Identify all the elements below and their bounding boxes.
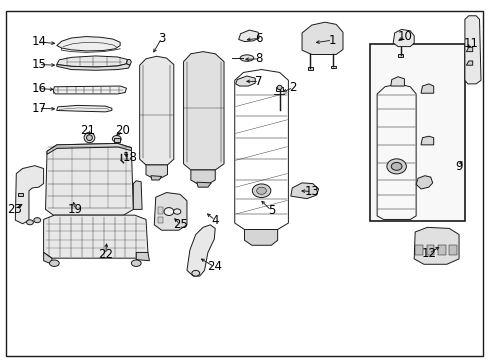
Polygon shape bbox=[146, 165, 167, 178]
Polygon shape bbox=[420, 84, 433, 93]
Text: 24: 24 bbox=[206, 260, 222, 273]
Polygon shape bbox=[413, 227, 458, 264]
Text: 19: 19 bbox=[67, 203, 82, 216]
Text: 14: 14 bbox=[31, 35, 46, 49]
Text: 23: 23 bbox=[7, 203, 22, 216]
Text: 11: 11 bbox=[463, 37, 478, 50]
Polygon shape bbox=[392, 30, 413, 46]
Ellipse shape bbox=[277, 85, 282, 90]
Text: 25: 25 bbox=[172, 218, 187, 231]
Polygon shape bbox=[154, 193, 186, 230]
Bar bbox=[369, 44, 465, 221]
Polygon shape bbox=[302, 22, 342, 54]
Bar bbox=[119, 154, 123, 157]
Ellipse shape bbox=[386, 159, 406, 174]
Polygon shape bbox=[140, 56, 173, 165]
Polygon shape bbox=[57, 64, 130, 70]
Ellipse shape bbox=[112, 135, 121, 142]
Polygon shape bbox=[186, 225, 215, 276]
Polygon shape bbox=[464, 16, 480, 84]
Polygon shape bbox=[45, 143, 133, 215]
Bar bbox=[448, 245, 456, 255]
Bar bbox=[414, 245, 422, 255]
Polygon shape bbox=[390, 77, 404, 86]
Ellipse shape bbox=[390, 162, 401, 170]
Polygon shape bbox=[57, 56, 127, 67]
Polygon shape bbox=[53, 86, 126, 94]
Bar bbox=[426, 245, 433, 255]
Polygon shape bbox=[133, 181, 142, 210]
Text: 15: 15 bbox=[31, 58, 46, 71]
Ellipse shape bbox=[163, 208, 173, 216]
Text: 8: 8 bbox=[255, 52, 262, 65]
Text: 9: 9 bbox=[454, 160, 462, 173]
Ellipse shape bbox=[49, 260, 59, 266]
Ellipse shape bbox=[86, 135, 92, 140]
Ellipse shape bbox=[120, 162, 125, 166]
Bar bbox=[397, 54, 403, 57]
Text: 6: 6 bbox=[255, 32, 263, 45]
Ellipse shape bbox=[240, 55, 253, 61]
Polygon shape bbox=[196, 182, 211, 187]
Polygon shape bbox=[238, 30, 259, 41]
Polygon shape bbox=[47, 143, 131, 154]
Polygon shape bbox=[290, 183, 318, 199]
Polygon shape bbox=[43, 252, 52, 264]
Bar bbox=[158, 217, 162, 223]
Ellipse shape bbox=[256, 187, 266, 194]
Text: 5: 5 bbox=[267, 204, 274, 217]
Text: 21: 21 bbox=[80, 124, 95, 137]
Text: 12: 12 bbox=[421, 247, 435, 260]
Polygon shape bbox=[57, 105, 112, 112]
Polygon shape bbox=[43, 215, 148, 258]
Polygon shape bbox=[415, 176, 432, 189]
Polygon shape bbox=[235, 76, 255, 86]
Polygon shape bbox=[466, 47, 472, 51]
Text: 7: 7 bbox=[255, 75, 263, 88]
Ellipse shape bbox=[34, 218, 41, 223]
Bar bbox=[158, 207, 162, 214]
Polygon shape bbox=[151, 176, 161, 180]
Text: 10: 10 bbox=[397, 30, 412, 43]
Ellipse shape bbox=[26, 220, 33, 225]
Bar bbox=[437, 245, 445, 255]
Text: 13: 13 bbox=[304, 185, 319, 198]
Text: 2: 2 bbox=[289, 81, 296, 94]
Polygon shape bbox=[136, 252, 149, 261]
Polygon shape bbox=[190, 170, 215, 184]
Ellipse shape bbox=[191, 270, 199, 276]
Ellipse shape bbox=[173, 209, 181, 214]
Ellipse shape bbox=[84, 133, 95, 143]
Bar bbox=[114, 138, 120, 142]
Bar bbox=[330, 66, 335, 68]
Text: 17: 17 bbox=[31, 102, 46, 115]
Bar bbox=[276, 87, 283, 91]
Polygon shape bbox=[183, 51, 224, 170]
Polygon shape bbox=[420, 136, 433, 145]
Text: 4: 4 bbox=[211, 214, 219, 227]
Text: 3: 3 bbox=[158, 32, 165, 45]
Bar bbox=[18, 193, 22, 196]
Polygon shape bbox=[126, 59, 131, 65]
Ellipse shape bbox=[131, 260, 141, 266]
Bar bbox=[307, 67, 312, 69]
Polygon shape bbox=[15, 166, 43, 224]
Text: 16: 16 bbox=[31, 82, 46, 95]
Text: 22: 22 bbox=[98, 248, 113, 261]
Polygon shape bbox=[466, 61, 472, 65]
Text: 18: 18 bbox=[122, 151, 137, 164]
Polygon shape bbox=[57, 37, 120, 51]
Text: 1: 1 bbox=[328, 33, 335, 47]
Polygon shape bbox=[244, 229, 277, 245]
Ellipse shape bbox=[252, 184, 270, 198]
Text: 20: 20 bbox=[115, 124, 130, 137]
